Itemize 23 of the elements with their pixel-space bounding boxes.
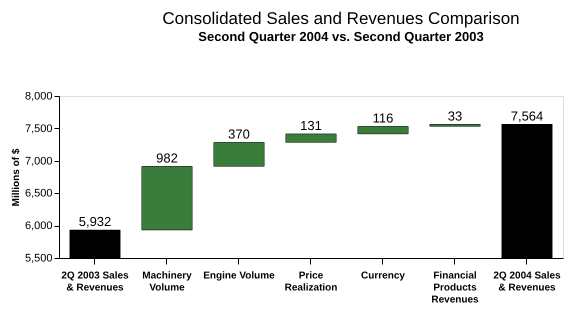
y-tick-label: 6,000	[24, 220, 52, 232]
data-label: 5,932	[78, 214, 112, 230]
data-label: 7,564	[510, 108, 544, 124]
x-tick-label: Machinery Volume	[142, 270, 192, 294]
chart-subtitle: Second Quarter 2004 vs. Second Quarter 2003	[198, 29, 484, 44]
data-label: 982	[156, 150, 178, 166]
x-tick-label: Engine Volume	[203, 270, 276, 282]
y-tick-label: 8,000	[24, 90, 52, 102]
x-tick-label: 2Q 2003 Sales & Revenues	[61, 270, 130, 294]
x-tick-label: 2Q 2004 Sales & Revenues	[493, 270, 562, 294]
y-tick-label: 5,500	[24, 252, 52, 264]
chart-title: Consolidated Sales and Revenues Comparison	[162, 9, 520, 28]
data-label: 33	[448, 108, 462, 124]
x-tick-label: Financial Products Revenues	[431, 270, 480, 306]
x-tick-label: Price Realization	[284, 270, 338, 294]
y-tick-label: 7,500	[24, 122, 52, 135]
y-tick-label: 7,000	[24, 155, 52, 168]
data-label: 370	[228, 126, 250, 142]
y-tick-label: 6,500	[24, 188, 52, 200]
y-axis-title: Millions of $	[10, 148, 22, 206]
data-label: 116	[372, 110, 394, 126]
x-tick-label: Currency	[361, 270, 406, 282]
data-label: 131	[300, 118, 322, 133]
